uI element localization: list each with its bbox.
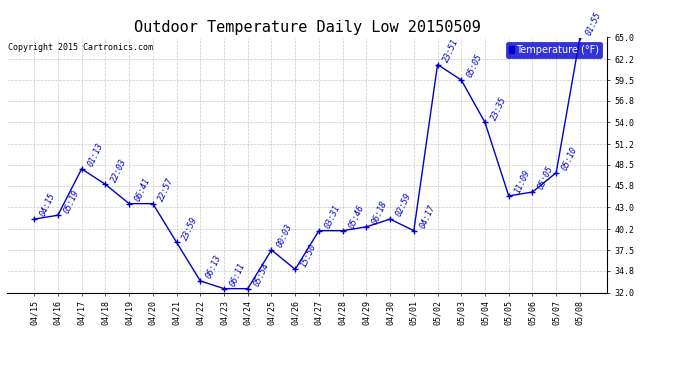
Text: 05:19: 05:19: [62, 188, 81, 214]
Legend: Temperature (°F): Temperature (°F): [506, 42, 602, 58]
Text: 01:13: 01:13: [86, 142, 104, 168]
Text: 06:11: 06:11: [228, 261, 247, 288]
Text: 05:54: 05:54: [252, 261, 270, 288]
Text: Copyright 2015 Cartronics.com: Copyright 2015 Cartronics.com: [8, 43, 153, 52]
Text: 06:13: 06:13: [204, 254, 223, 280]
Text: 23:59: 23:59: [181, 215, 199, 242]
Title: Outdoor Temperature Daily Low 20150509: Outdoor Temperature Daily Low 20150509: [134, 20, 480, 35]
Text: 00:03: 00:03: [275, 223, 295, 249]
Text: 23:51: 23:51: [442, 37, 460, 64]
Text: 11:09: 11:09: [513, 169, 531, 195]
Text: 02:59: 02:59: [394, 192, 413, 218]
Text: 05:05: 05:05: [466, 53, 484, 79]
Text: 06:41: 06:41: [133, 176, 152, 203]
Text: 05:46: 05:46: [347, 204, 366, 230]
Text: 06:18: 06:18: [371, 200, 389, 226]
Text: 01:55: 01:55: [584, 10, 603, 37]
Text: 22:57: 22:57: [157, 176, 176, 203]
Text: 05:05: 05:05: [537, 165, 555, 191]
Text: 22:03: 22:03: [110, 157, 128, 183]
Text: 15:50: 15:50: [299, 242, 318, 268]
Text: 05:10: 05:10: [560, 146, 579, 172]
Text: 04:17: 04:17: [418, 204, 437, 230]
Text: 03:31: 03:31: [323, 204, 342, 230]
Text: 23:35: 23:35: [489, 95, 508, 122]
Text: 04:15: 04:15: [39, 192, 57, 218]
